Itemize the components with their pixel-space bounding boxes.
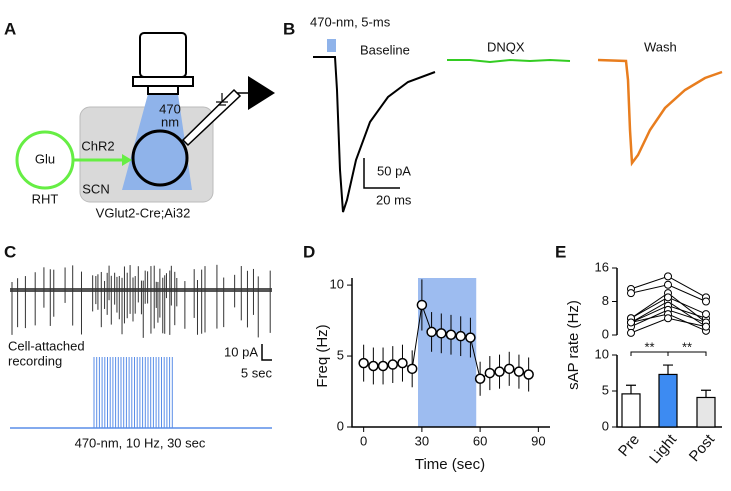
y-tick-label: 8 [602,293,609,308]
error-bar [663,364,673,375]
panel-label: A [4,19,16,38]
opsin-label: ChR2 [81,138,114,153]
point [484,367,496,379]
error-bar [626,384,636,394]
y-tick-label: 0 [602,326,609,341]
point [523,369,534,380]
objective [147,85,179,95]
arrowhead [122,154,132,166]
x-tick-label: 60 [473,433,487,448]
y-tick-label: 0 [602,418,609,433]
y-axis-label: Freq (Hz) [314,324,331,387]
scale-bar [363,158,400,189]
x-tick-label: 0 [360,433,367,448]
x-tick-label: 90 [531,433,545,448]
stimulus-label: 470-nm, 10 Hz, 30 sec [75,435,206,450]
pipette [181,88,242,147]
objective [132,76,194,87]
light-period [418,278,477,427]
condition-label: Baseline [360,42,410,57]
x-tick-label: 30 [415,433,429,448]
stimulus-pulse [327,39,336,52]
x-tick-label: Light [646,431,680,467]
trace [597,58,723,167]
point [358,357,369,369]
point [494,366,505,377]
bar [658,373,678,428]
point [465,332,476,343]
significance-label: ** [682,339,692,354]
y-axis-label: sAP rate (Hz) [565,300,582,390]
panel-label: E [555,242,566,261]
bar [621,393,641,428]
cell-point [664,314,672,323]
scale-label: 10 pA [224,344,258,359]
objective [139,32,187,78]
recording-label: Cell-attached [8,338,85,353]
input-label: RHT [32,191,59,206]
significance-label: ** [644,339,654,354]
point [436,328,447,339]
point [368,360,379,372]
spike-trace [10,264,272,338]
point [387,359,399,370]
trace [313,56,436,213]
point [426,326,437,338]
cell-point [702,297,710,306]
light-label: 470 [159,101,181,116]
scale-bar [261,344,272,361]
condition-label: DNQX [487,39,525,54]
panel-label: C [4,242,16,261]
point [397,357,408,369]
cell-point [702,310,710,319]
stimulus-label: 470-nm, 5-ms [310,14,391,29]
light-label: nm [161,114,179,129]
cell-point [664,272,672,281]
transmitter-label: Glu [35,151,55,166]
x-tick-label: Post [686,431,719,466]
cell-point [664,293,672,302]
scale-label: 5 sec [241,365,273,380]
trace [447,58,571,64]
point [416,299,428,311]
scale-label: 20 ms [376,192,412,207]
point [503,363,515,375]
point [377,360,389,372]
significance-bracket [667,351,707,356]
y-tick-label: 10 [330,277,344,292]
scale-label: 50 pA [377,163,411,178]
stimulus-train [93,357,173,428]
point [513,366,525,377]
y-tick-label: 5 [602,382,609,397]
amplifier [248,76,275,110]
cell-point [702,322,710,331]
point [445,329,457,341]
panel-label: D [303,242,315,261]
point [406,363,418,375]
x-tick-label: Pre [615,431,643,460]
mouse-label: VGlut2-Cre;Ai32 [96,205,191,220]
y-tick-label: 0 [337,418,344,433]
y-tick-label: 5 [337,347,344,362]
cell [131,129,189,187]
cell-point [664,280,672,289]
y-tick-label: 10 [595,346,609,361]
point [455,330,466,342]
recording-label: recording [8,353,62,368]
cell-point [627,289,635,298]
x-axis-label: Time (sec) [415,456,485,473]
cell-point [627,328,635,337]
panel-a-diagram [15,32,275,203]
condition-label: Wash [644,39,677,54]
error-bar [701,389,711,398]
cell-point [627,318,635,327]
panel-label: B [283,19,295,38]
y-tick-label: 16 [595,259,609,274]
region-label: SCN [82,181,109,196]
point [474,373,486,385]
bar [696,396,716,428]
